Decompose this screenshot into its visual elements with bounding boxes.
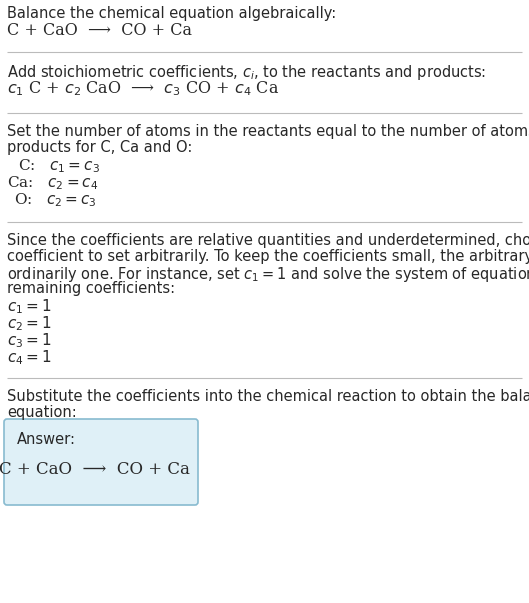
Text: Set the number of atoms in the reactants equal to the number of atoms in the: Set the number of atoms in the reactants… (7, 124, 529, 139)
Text: coefficient to set arbitrarily. To keep the coefficients small, the arbitrary va: coefficient to set arbitrarily. To keep … (7, 249, 529, 264)
Text: Since the coefficients are relative quantities and underdetermined, choose a: Since the coefficients are relative quan… (7, 233, 529, 248)
Text: remaining coefficients:: remaining coefficients: (7, 281, 175, 296)
Text: $c_1$ C + $c_2$ CaO  ⟶  $c_3$ CO + $c_4$ Ca: $c_1$ C + $c_2$ CaO ⟶ $c_3$ CO + $c_4$ C… (7, 79, 279, 98)
Text: Balance the chemical equation algebraically:: Balance the chemical equation algebraica… (7, 6, 336, 21)
Text: Answer:: Answer: (17, 432, 76, 447)
Text: Ca:   $c_2 = c_4$: Ca: $c_2 = c_4$ (7, 174, 98, 192)
Text: $c_2 = 1$: $c_2 = 1$ (7, 314, 52, 333)
Text: C:   $c_1 = c_3$: C: $c_1 = c_3$ (18, 157, 100, 175)
Text: Substitute the coefficients into the chemical reaction to obtain the balanced: Substitute the coefficients into the che… (7, 389, 529, 404)
Text: C + CaO  ⟶  CO + Ca: C + CaO ⟶ CO + Ca (7, 22, 192, 39)
Text: ordinarily one. For instance, set $c_1 = 1$ and solve the system of equations fo: ordinarily one. For instance, set $c_1 =… (7, 265, 529, 284)
FancyBboxPatch shape (4, 419, 198, 505)
Text: products for C, Ca and O:: products for C, Ca and O: (7, 140, 193, 155)
Text: $c_4 = 1$: $c_4 = 1$ (7, 348, 52, 367)
Text: Add stoichiometric coefficients, $c_i$, to the reactants and products:: Add stoichiometric coefficients, $c_i$, … (7, 63, 486, 82)
Text: equation:: equation: (7, 405, 77, 420)
Text: O:   $c_2 = c_3$: O: $c_2 = c_3$ (14, 191, 97, 209)
Text: C + CaO  ⟶  CO + Ca: C + CaO ⟶ CO + Ca (0, 461, 189, 479)
Text: $c_3 = 1$: $c_3 = 1$ (7, 331, 52, 350)
Text: $c_1 = 1$: $c_1 = 1$ (7, 297, 52, 316)
